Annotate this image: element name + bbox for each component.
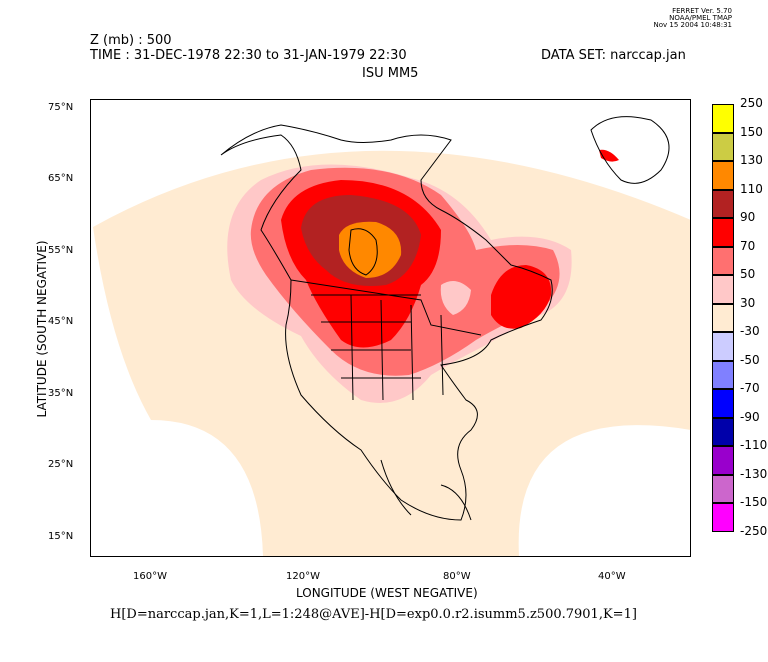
ytick-45: 45°N [48, 316, 74, 327]
colorbar-swatch [712, 474, 734, 503]
colorbar-swatch [712, 189, 734, 218]
colorbar-label: -70 [740, 381, 760, 395]
contour-90-east [491, 265, 552, 329]
ferret-date: Nov 15 2004 10:48:31 [653, 21, 733, 29]
colorbar-label: -90 [740, 409, 760, 424]
colorbar-label: -30 [740, 324, 760, 338]
variable-title: Z (mb) : 500 [90, 33, 172, 48]
xtick-80w: 80°W [443, 571, 471, 582]
colorbar-swatch [712, 161, 734, 190]
colorbar-label: -110 [740, 438, 768, 452]
x-axis-label: LONGITUDE (WEST NEGATIVE) [296, 586, 478, 600]
colorbar-label: -150 [740, 495, 768, 509]
colorbar-label: 110 [740, 181, 763, 196]
colorbar-swatch [712, 275, 734, 304]
colorbar-swatch [712, 303, 734, 332]
ytick-15: 15°N [48, 531, 74, 542]
ytick-65: 65°N [48, 173, 74, 184]
time-range: TIME : 31-DEC-1978 22:30 to 31-JAN-1979 … [90, 48, 407, 63]
colorbar-swatch [712, 104, 734, 133]
colorbar-swatch [712, 132, 734, 161]
map-svg [93, 116, 690, 556]
contour-50-gap [440, 281, 471, 315]
colorbar-swatch [712, 246, 734, 275]
ytick-25: 25°N [48, 459, 74, 470]
y-axis-label: LATITUDE (SOUTH NEGATIVE) [35, 240, 49, 418]
contour-130 [339, 221, 402, 278]
map-plot [90, 99, 691, 557]
xtick-40w: 40°W [598, 571, 626, 582]
colorbar-label: 150 [740, 124, 763, 139]
colorbar-swatch [712, 332, 734, 361]
colorbar-swatch [712, 446, 734, 475]
colorbar-swatch [712, 218, 734, 247]
ferret-stamp: FERRET Ver. 5.70 NOAA/PMEL TMAP Nov 15 2… [640, 7, 733, 29]
xtick-120w: 120°W [286, 571, 320, 582]
colorbar-label: -130 [740, 466, 768, 481]
model-label: ISU MM5 [362, 66, 419, 81]
colorbar-swatch [712, 360, 734, 389]
colorbar-swatch [712, 503, 734, 532]
colorbar-label: 70 [740, 238, 756, 253]
ferret-version: FERRET Ver. 5.70 [672, 7, 732, 15]
colorbar-label: 90 [740, 210, 756, 224]
dataset-label: DATA SET: narccap.jan [541, 48, 686, 63]
colorbar-label: 250 [740, 96, 763, 110]
colorbar-label: 30 [740, 295, 756, 310]
colorbar-label: -250 [740, 523, 768, 538]
ytick-35: 35°N [48, 388, 74, 399]
ferret-org: NOAA/PMEL TMAP [669, 14, 732, 22]
colorbar-swatch [712, 389, 734, 418]
colorbar-label: -50 [740, 352, 760, 367]
colorbar-label: 50 [740, 267, 756, 281]
coastlines [220, 116, 670, 521]
ferret-command: H[D=narccap.jan,K=1,L=1:248@AVE]-H[D=exp… [110, 607, 637, 622]
colorbar-swatch [712, 417, 734, 446]
ytick-55: 55°N [48, 245, 74, 256]
colorbar-label: 130 [740, 153, 763, 167]
ytick-75: 75°N [48, 102, 74, 113]
xtick-160w: 160°W [133, 571, 167, 582]
